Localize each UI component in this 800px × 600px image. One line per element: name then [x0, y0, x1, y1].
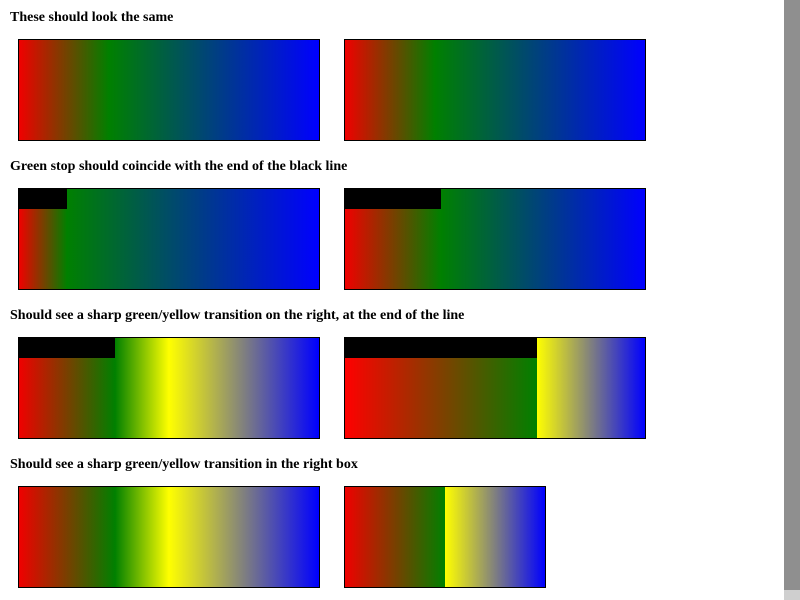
gradient-box-3-left	[18, 337, 320, 439]
section-2-heading: Green stop should coincide with the end …	[10, 159, 348, 174]
gradient-box-2-left	[18, 188, 320, 290]
gradient-box-1-left	[18, 39, 320, 141]
gradient-box-3-right	[344, 337, 646, 439]
black-line-3-right	[345, 338, 537, 358]
black-line-2-right	[345, 189, 441, 209]
gradient-box-2-right	[344, 188, 646, 290]
section-4-heading: Should see a sharp green/yellow transiti…	[10, 457, 358, 472]
black-line-2-left	[19, 189, 67, 209]
vertical-scrollbar[interactable]	[784, 0, 800, 600]
black-line-3-left	[19, 338, 115, 358]
section-1-heading: These should look the same	[10, 10, 174, 25]
gradient-box-4-right	[344, 486, 546, 588]
scrollbar-end[interactable]	[784, 590, 800, 600]
gradient-box-4-left	[18, 486, 320, 588]
gradient-box-1-right	[344, 39, 646, 141]
section-3-heading: Should see a sharp green/yellow transiti…	[10, 308, 465, 323]
